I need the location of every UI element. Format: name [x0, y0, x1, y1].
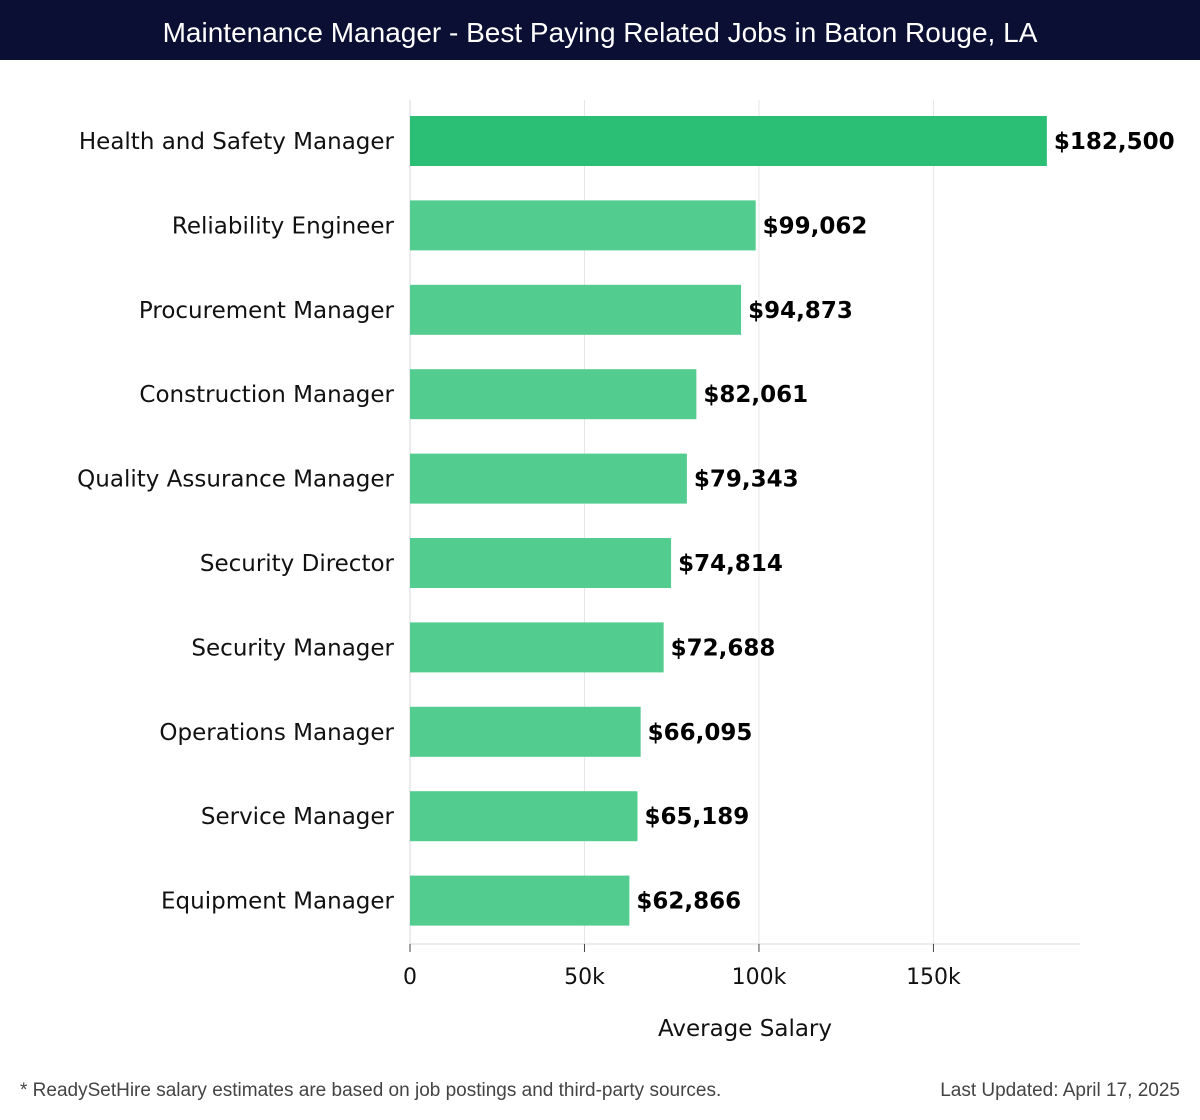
category-label: Construction Manager — [139, 382, 394, 408]
bar — [410, 875, 630, 926]
x-tick-label: 150k — [906, 965, 961, 990]
bar — [410, 791, 638, 842]
value-label: $66,095 — [648, 720, 753, 746]
category-label: Health and Safety Manager — [79, 129, 395, 155]
category-label: Service Manager — [201, 804, 395, 830]
bar — [410, 116, 1047, 166]
x-axis-title: Average Salary — [658, 1016, 832, 1042]
bar — [410, 706, 641, 757]
x-tick-label: 100k — [732, 965, 787, 990]
value-label: $182,500 — [1054, 129, 1175, 155]
value-label: $74,814 — [678, 551, 783, 577]
category-label: Operations Manager — [159, 720, 394, 746]
x-tick-label: 0 — [403, 965, 417, 990]
bar — [410, 200, 756, 251]
value-label: $82,061 — [703, 382, 808, 408]
value-label: $65,189 — [644, 804, 749, 830]
category-label: Quality Assurance Manager — [77, 467, 394, 493]
bar — [410, 453, 687, 504]
value-label: $62,866 — [636, 889, 741, 915]
category-label: Procurement Manager — [139, 298, 395, 324]
bar — [410, 284, 742, 335]
footer-note: * ReadySetHire salary estimates are base… — [20, 1080, 722, 1101]
bar — [410, 538, 672, 588]
x-tick-label: 50k — [564, 965, 605, 990]
category-label: Reliability Engineer — [172, 213, 395, 239]
value-label: $79,343 — [694, 467, 799, 493]
value-label: $72,688 — [671, 635, 776, 661]
bar — [410, 622, 664, 673]
category-label: Security Manager — [191, 635, 394, 661]
bar — [410, 369, 697, 420]
chart-title: Maintenance Manager - Best Paying Relate… — [0, 0, 1200, 60]
category-label: Security Director — [200, 551, 395, 577]
value-label: $99,062 — [763, 213, 868, 239]
category-label: Equipment Manager — [161, 889, 395, 915]
value-label: $94,873 — [748, 298, 853, 324]
last-updated: Last Updated: April 17, 2025 — [940, 1080, 1180, 1101]
bar-chart: 0 50k 100k 150k Average Salary Health and Saf… — [77, 100, 1175, 1042]
